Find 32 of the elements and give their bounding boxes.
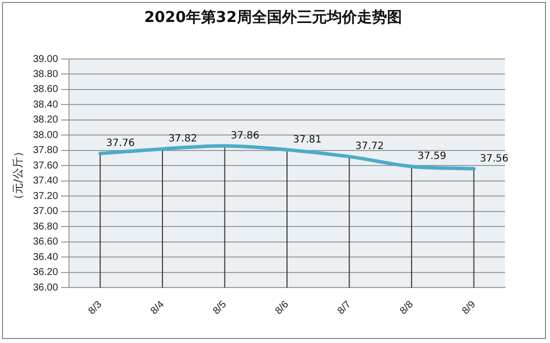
y-tick-label: 38.20 (32, 114, 58, 126)
y-tick-label: 36.40 (32, 252, 58, 263)
data-label: 37.72 (355, 141, 384, 152)
x-tick-label: 8/7 (336, 298, 354, 317)
data-label: 37.76 (106, 138, 135, 150)
x-tick-label: 8/9 (460, 298, 478, 317)
x-tick-label: 8/8 (398, 298, 416, 317)
y-tick-label: 36.20 (32, 267, 58, 278)
y-tick-label: 37.00 (32, 206, 58, 218)
y-tick-label: 38.00 (32, 130, 58, 141)
y-tick-label: 38.40 (32, 99, 58, 110)
y-tick-label: 36.60 (32, 236, 58, 248)
y-tick-label: 37.80 (32, 145, 58, 156)
data-label: 37.56 (480, 153, 508, 164)
y-tick-label: 39.00 (32, 54, 58, 65)
y-tick-label: 37.40 (32, 176, 58, 187)
x-tick-label: 8/6 (273, 298, 292, 317)
x-tick-label: 8/3 (86, 298, 105, 317)
x-tick-label: 8/4 (148, 298, 167, 317)
chart-title: 2020年第32周全国外三元均价走势图 (143, 8, 403, 27)
data-label: 37.86 (230, 130, 260, 142)
y-tick-label: 38.60 (32, 84, 58, 96)
y-tick-label: 38.80 (32, 68, 58, 80)
y-axis-title: （元/公斤） (10, 145, 26, 207)
y-tick-label: 37.20 (32, 190, 58, 202)
y-tick-label: 37.60 (32, 160, 58, 172)
data-label: 37.59 (418, 151, 446, 162)
data-label: 37.82 (168, 134, 198, 145)
y-tick-label: 36.00 (32, 282, 58, 294)
data-label: 37.81 (293, 134, 322, 146)
x-tick-label: 8/5 (211, 298, 230, 317)
y-tick-label: 36.80 (32, 221, 58, 232)
